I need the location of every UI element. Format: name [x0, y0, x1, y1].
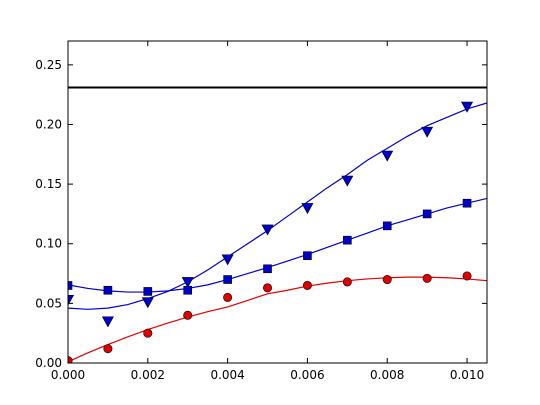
- x-tick-label: 0.010: [450, 368, 484, 382]
- data-point-series-3: [342, 277, 352, 287]
- x-tick-label: 0.002: [131, 368, 165, 382]
- data-point-series-1: [181, 277, 194, 289]
- data-point-series-3: [422, 273, 432, 283]
- data-point-series-2: [68, 281, 73, 290]
- data-point-series-3: [263, 283, 273, 293]
- y-tick-label: 0.25: [35, 58, 62, 72]
- data-point-series-2: [343, 235, 352, 245]
- data-point-series-3: [183, 310, 193, 320]
- data-point-series-3: [223, 292, 233, 302]
- data-point-series-3: [462, 271, 472, 281]
- fit-line-series-3: [68, 276, 487, 363]
- axis-tick-labels: 0.000 0.002 0.004 0.006 0.008 0.010 0.00 0.05 0.…: [35, 58, 484, 382]
- data-point-series-1: [301, 203, 314, 215]
- data-point-series-2: [223, 275, 232, 284]
- x-tick-label: 0.008: [370, 368, 404, 382]
- x-tick-label: 0.006: [290, 368, 324, 382]
- data-point-series-1: [68, 294, 75, 306]
- y-tick-label: 0.10: [35, 237, 62, 251]
- data-point-series-2: [303, 251, 312, 260]
- x-tick-label: 0.004: [210, 368, 244, 382]
- data-point-series-1: [381, 150, 394, 162]
- data-point-series-2: [422, 209, 432, 219]
- data-point-series-1: [221, 254, 234, 266]
- data-point-series-2: [103, 285, 113, 295]
- fit-line-series-2: [68, 197, 487, 293]
- data-point-series-3: [302, 280, 312, 290]
- plot-content: [68, 86, 487, 363]
- data-point-series-3: [68, 356, 73, 363]
- data-point-series-2: [143, 287, 153, 296]
- data-point-series-3: [103, 344, 113, 354]
- data-point-series-1: [101, 316, 114, 328]
- data-point-series-3: [382, 275, 392, 285]
- fit-line-series-1: [68, 102, 487, 310]
- y-tick-label: 0.20: [35, 117, 62, 131]
- x-tick-label: 0.000: [51, 368, 85, 382]
- data-point-series-2: [462, 198, 472, 208]
- plot-area-background: [68, 41, 487, 363]
- data-point-series-2: [183, 285, 193, 295]
- y-tick-label: 0.15: [35, 177, 62, 191]
- data-point-series-3: [143, 328, 153, 338]
- data-point-series-1: [261, 224, 274, 236]
- data-point-series-1: [421, 126, 434, 138]
- data-point-series-2: [263, 264, 272, 274]
- data-point-series-1: [341, 175, 354, 187]
- data-point-series-1: [141, 297, 154, 309]
- data-point-series-1: [461, 101, 474, 113]
- y-tick-label: 0.05: [35, 296, 62, 310]
- y-tick-label: 0.00: [35, 356, 62, 370]
- plot-frame: [67, 40, 488, 364]
- data-point-series-2: [382, 221, 392, 231]
